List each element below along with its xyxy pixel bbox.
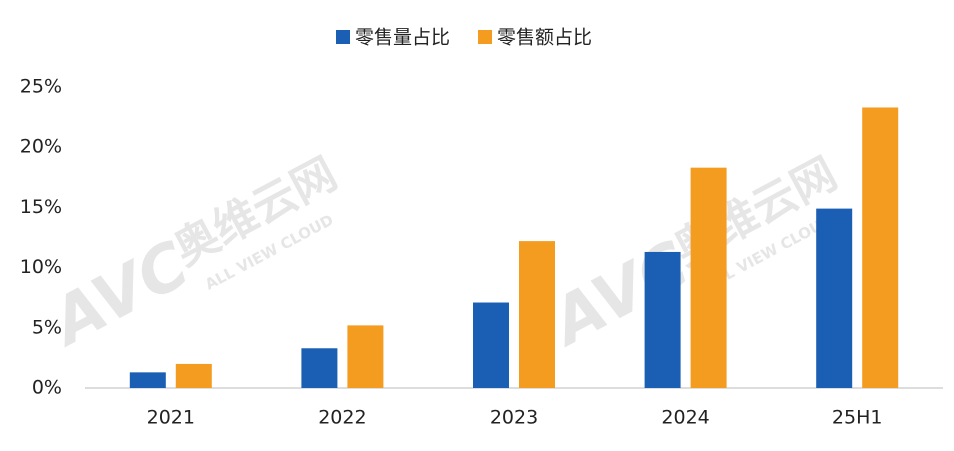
bar bbox=[519, 241, 555, 388]
bar bbox=[473, 302, 509, 388]
x-tick-label: 2021 bbox=[147, 407, 195, 429]
x-tick-label: 2023 bbox=[490, 407, 538, 429]
bar bbox=[644, 251, 681, 388]
x-tick-label: 2024 bbox=[661, 407, 709, 429]
y-tick-label: 10% bbox=[20, 256, 62, 278]
x-tick-label: 25H1 bbox=[832, 407, 883, 429]
y-tick-label: 25% bbox=[20, 76, 62, 98]
y-tick-label: 5% bbox=[32, 316, 62, 338]
bar bbox=[690, 167, 727, 388]
legend-swatch bbox=[336, 30, 350, 44]
y-tick-label: 15% bbox=[20, 196, 62, 218]
x-tick-label: 2022 bbox=[318, 407, 366, 429]
legend-label: 零售额占比 bbox=[497, 27, 592, 49]
y-tick-label: 0% bbox=[32, 377, 62, 399]
legend-label: 零售量占比 bbox=[355, 27, 450, 49]
bar bbox=[301, 348, 338, 388]
bar bbox=[862, 107, 899, 388]
bar bbox=[175, 363, 212, 388]
bar bbox=[129, 372, 166, 388]
bar bbox=[347, 325, 384, 388]
y-tick-label: 20% bbox=[20, 136, 62, 158]
bar bbox=[816, 208, 853, 388]
legend-swatch bbox=[478, 30, 493, 44]
